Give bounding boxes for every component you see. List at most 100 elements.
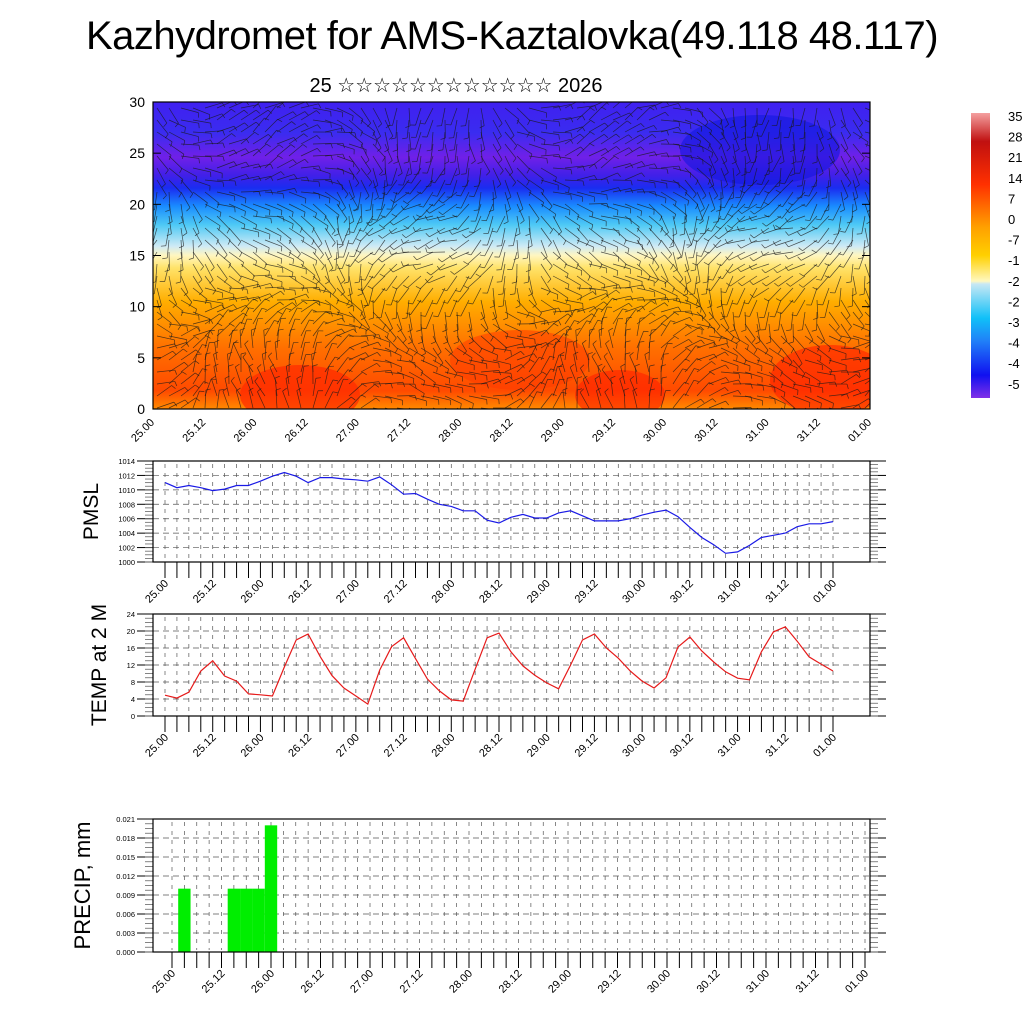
wind-barb-shaft (749, 299, 758, 317)
wind-barb-flag (832, 403, 834, 409)
wind-barb-flag (714, 235, 719, 240)
wind-barb-flag (557, 231, 562, 236)
wind-barb-shaft (787, 215, 806, 223)
wind-barb-shaft (864, 155, 870, 159)
wind-barb-flag (251, 275, 255, 281)
wind-barb-flag (834, 171, 839, 176)
wind-barb-flag (773, 137, 779, 139)
wind-barb-shaft (813, 107, 818, 126)
wind-barb-shaft (228, 173, 247, 181)
wind-barb-shaft (840, 388, 858, 397)
wind-barb-flag (341, 318, 346, 323)
wind-barb-shaft (264, 263, 283, 269)
wind-barb-flag (369, 275, 374, 279)
wind-barb-shaft (467, 275, 482, 289)
wind-barb-shaft (478, 167, 482, 186)
wind-barb-shaft (780, 323, 788, 342)
wind-barb-flag (467, 329, 473, 333)
wind-barb-shaft (470, 263, 482, 279)
wind-barb-shaft (660, 343, 668, 361)
wind-barb-flag (425, 247, 428, 253)
wind-barb-shaft (348, 357, 361, 373)
wind-barb-shaft (636, 287, 655, 293)
wind-barb-shaft (312, 239, 324, 255)
wind-barb-flag (774, 185, 780, 188)
wind-barb-shaft (552, 191, 571, 196)
wind-barb-shaft (776, 107, 782, 126)
wind-barb-shaft (775, 251, 794, 255)
wind-barb-shaft (720, 131, 731, 148)
wind-barb-flag (354, 281, 360, 284)
wind-barb-shaft (564, 309, 576, 325)
wind-barb-shaft (252, 163, 271, 169)
wind-barb-flag (562, 387, 568, 391)
wind-barb-shaft (672, 287, 689, 299)
wind-barb-shaft (624, 161, 642, 169)
wind-barb-shaft (264, 105, 277, 121)
wind-barb-shaft (156, 287, 162, 306)
wind-barb-shaft (816, 335, 832, 348)
wind-barb-shaft (300, 203, 317, 214)
wind-barb-shaft (275, 390, 278, 409)
wind-barb-flag (365, 231, 370, 237)
wind-barb-flag (789, 300, 795, 303)
wind-barb-flag (811, 249, 817, 253)
wind-barb-shaft (439, 239, 458, 243)
wind-barb-shaft (802, 239, 818, 252)
warm-core-1 (240, 365, 360, 409)
wind-barb-shaft (371, 203, 374, 222)
wind-barb-shaft (576, 287, 595, 290)
wind-barb-flag (510, 394, 513, 400)
wind-barb-shaft (504, 323, 522, 332)
wind-barb-shaft (484, 251, 494, 269)
wind-barb-flag (161, 183, 166, 188)
wind-barb-shaft (348, 155, 360, 171)
wind-barb-flag (367, 170, 372, 176)
wind-barb-shaft (600, 102, 609, 109)
wind-barb-shaft (360, 323, 376, 335)
wind-barb-flag (188, 302, 193, 307)
y-axis-title: TEMP at 2 M (88, 604, 111, 726)
wind-barb-flag (604, 246, 606, 253)
wind-barb-shaft (763, 299, 770, 318)
wind-barb-shaft (407, 191, 422, 204)
main-x-tick-label: 28.12 (488, 417, 516, 445)
wind-barb-shaft (444, 323, 449, 342)
wind-barb-flag (346, 301, 350, 306)
wind-barb-shaft (424, 107, 434, 125)
wind-barb-shaft (540, 393, 553, 409)
wind-barb-flag (566, 273, 569, 279)
wind-barb-flag (819, 356, 822, 362)
wind-barb-shaft (192, 203, 203, 220)
wind-barb-flag (608, 327, 614, 331)
wind-barb-flag (480, 149, 485, 153)
wind-barb-flag (332, 379, 339, 382)
wind-barb-shaft (300, 342, 306, 361)
main-x-tick-label: 25.00 (129, 417, 157, 445)
wind-barb-shaft (437, 299, 446, 317)
wind-barb-flag (859, 122, 863, 128)
wind-barb-flag (760, 250, 764, 256)
wind-barb-flag (367, 262, 373, 266)
wind-barb-flag (700, 208, 705, 212)
wind-barb-shaft (864, 119, 870, 123)
wind-barb-flag (553, 309, 557, 315)
wind-barb-flag (251, 327, 257, 331)
wind-barb-flag (518, 208, 524, 213)
wind-barb-flag (257, 388, 262, 392)
wind-barb-shaft (473, 215, 482, 233)
wind-barb-flag (228, 263, 232, 269)
wind-barb-flag (880, 373, 884, 376)
wind-barb-shaft (576, 313, 592, 325)
wind-barb-shaft (408, 323, 413, 342)
wind-barb-flag (334, 233, 340, 237)
wind-barb-shaft (216, 191, 235, 197)
wind-barb-shaft (380, 299, 386, 318)
wind-barb-shaft (252, 251, 267, 265)
wind-barb-shaft (852, 311, 865, 327)
wind-barb-flag (268, 352, 273, 357)
wind-barb-flag (690, 155, 693, 161)
wind-barb-shaft (312, 311, 327, 325)
wind-barb-flag (684, 381, 690, 385)
wind-barb-shaft (492, 299, 498, 318)
